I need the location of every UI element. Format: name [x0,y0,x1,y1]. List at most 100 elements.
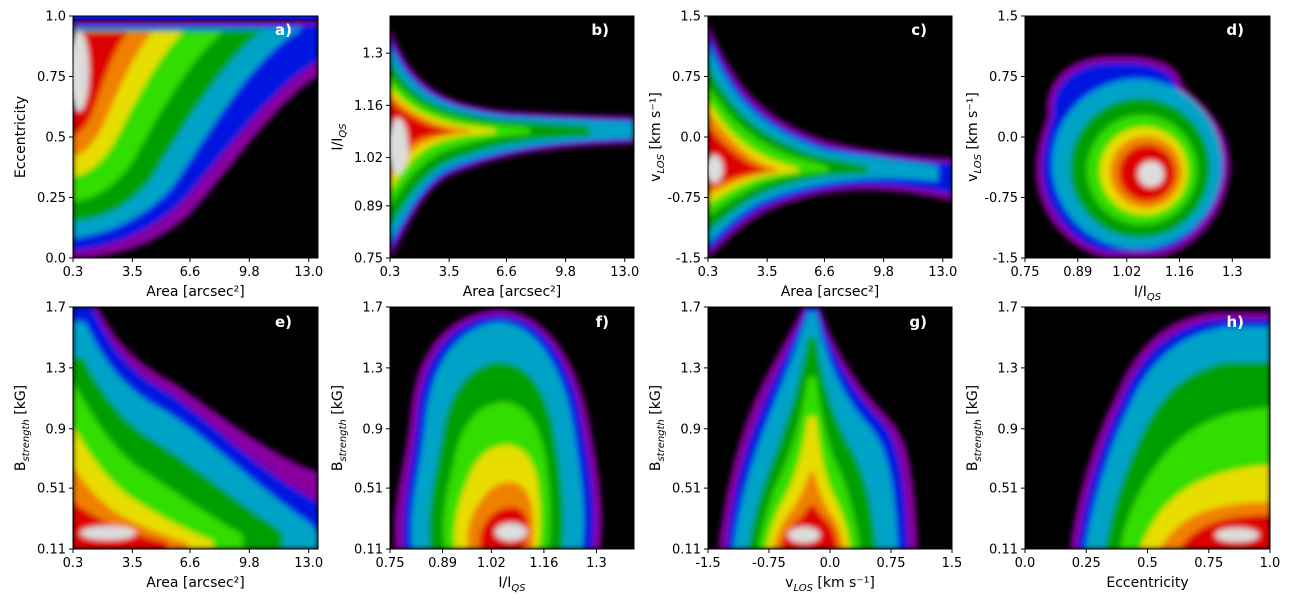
y-tick-label-h-3: 1.3 [997,361,1018,376]
y-tick-label-f-2: 0.9 [362,422,383,437]
panel-h: h) [1024,306,1271,550]
x-tick-label-h-3: 0.75 [1194,556,1223,571]
panel-g: g) [707,306,953,550]
x-tick-label-f-1: 0.89 [428,556,457,571]
y-tick-label-g-0: 0.11 [672,543,701,558]
x-tick-label-c-2: 6.6 [814,265,835,280]
y-tick-label-a-2: 0.5 [45,131,66,146]
panel-f: f) [389,306,635,550]
x-axis-label-h: Eccentricity [1106,575,1188,591]
y-tick-label-c-4: 1.5 [680,10,701,25]
x-tick-label-d-4: 1.3 [1222,265,1243,280]
x-tick-label-g-4: 1.5 [942,556,963,571]
y-tick-label-b-4: 1.3 [362,47,383,62]
y-tick-label-f-1: 0.51 [354,482,383,497]
y-tick-label-g-1: 0.51 [672,482,701,497]
y-tick-label-c-1: -0.75 [667,191,701,206]
y-tick-label-b-3: 1.16 [354,99,383,114]
y-axis-label-h: Bstrength [kG] [965,385,984,471]
panel-label-b: b) [591,21,609,39]
y-tick-label-d-1: -0.75 [984,191,1018,206]
y-tick-label-d-0: -1.5 [993,252,1018,267]
x-tick-label-a-0: 0.3 [63,265,84,280]
y-tick-label-f-3: 1.3 [362,361,383,376]
x-tick-label-e-1: 3.5 [122,556,143,571]
panel-label-e: e) [275,313,292,331]
panel-b: b) [389,15,635,259]
x-tick-label-b-4: 13.0 [610,265,639,280]
x-tick-label-h-2: 0.5 [1137,556,1158,571]
y-tick-label-a-4: 1.0 [45,10,66,25]
x-tick-label-b-1: 3.5 [439,265,460,280]
y-tick-label-d-2: 0.0 [997,131,1018,146]
y-axis-label-a: Eccentricity [13,96,29,178]
x-tick-label-h-0: 0.0 [1015,556,1036,571]
panel-c: c) [707,15,953,259]
x-tick-label-d-0: 0.75 [1011,265,1040,280]
panel-label-c: c) [911,21,927,39]
y-tick-label-e-1: 0.51 [37,482,66,497]
x-tick-label-d-1: 0.89 [1063,265,1092,280]
x-axis-label-b: Area [arcsec²] [463,284,562,300]
x-tick-label-e-4: 13.0 [294,556,323,571]
x-tick-label-c-0: 0.3 [698,265,719,280]
y-tick-label-d-3: 0.75 [989,70,1018,85]
x-tick-label-d-2: 1.02 [1112,265,1141,280]
y-tick-label-f-0: 0.11 [354,543,383,558]
x-tick-label-c-3: 9.8 [873,265,894,280]
x-tick-label-a-2: 6.6 [180,265,201,280]
x-tick-label-b-2: 6.6 [496,265,517,280]
x-tick-label-b-0: 0.3 [380,265,401,280]
axes-layer: 0.3 3.5 6.6 9.8 13.0 0.0 0.25 0.5 0.75 1.0 Area [a… [13,10,1280,595]
x-tick-label-f-2: 1.02 [477,556,506,571]
x-axis-label-c: Area [arcsec²] [781,284,880,300]
y-tick-label-c-3: 0.75 [672,70,701,85]
y-axis-label-f: Bstrength [kG] [330,385,349,471]
x-axis-label-g: vLOS [km s⁻¹] [785,575,875,594]
x-axis-label-a: Area [arcsec²] [146,284,245,300]
x-tick-label-a-3: 9.8 [239,265,260,280]
y-axis-label-g: Bstrength [kG] [648,385,667,471]
x-axis-label-d: I/IQS [1134,284,1162,303]
x-tick-label-f-0: 0.75 [376,556,405,571]
y-tick-label-h-0: 0.11 [989,543,1018,558]
x-tick-label-f-3: 1.16 [529,556,558,571]
panel-label-f: f) [596,313,609,331]
y-tick-label-g-4: 1.7 [680,301,701,316]
panel-label-g: g) [909,313,927,331]
x-tick-label-a-1: 3.5 [122,265,143,280]
x-tick-label-h-1: 0.25 [1072,556,1101,571]
y-tick-label-b-1: 0.89 [354,199,383,214]
x-tick-label-g-1: -0.75 [752,556,786,571]
panel-label-a: a) [275,21,292,39]
y-tick-label-b-2: 1.02 [354,151,383,166]
y-tick-label-h-4: 1.7 [997,301,1018,316]
y-axis-label-d: vLOS [km s⁻¹] [965,92,984,182]
panel-label-d: d) [1226,21,1244,39]
x-tick-label-g-3: 0.75 [877,556,906,571]
x-tick-label-e-2: 6.6 [180,556,201,571]
x-tick-label-c-4: 13.0 [928,265,957,280]
panel-e: e) [72,306,319,550]
x-tick-label-e-0: 0.3 [63,556,84,571]
y-tick-label-a-0: 0.0 [45,252,66,267]
x-tick-label-g-0: -1.5 [695,556,720,571]
y-tick-label-g-3: 1.3 [680,361,701,376]
y-tick-label-c-2: 0.0 [680,131,701,146]
y-tick-label-c-0: -1.5 [676,252,701,267]
y-tick-label-a-3: 0.75 [37,70,66,85]
x-tick-label-g-2: 0.0 [820,556,841,571]
y-tick-label-h-1: 0.51 [989,482,1018,497]
panel-d: d) [1024,15,1271,259]
x-tick-label-d-3: 1.16 [1165,265,1194,280]
y-tick-label-b-0: 0.75 [354,252,383,267]
x-tick-label-c-1: 3.5 [757,265,778,280]
x-tick-label-b-3: 9.8 [555,265,576,280]
y-tick-label-a-1: 0.25 [37,191,66,206]
y-axis-label-e: Bstrength [kG] [13,385,32,471]
x-tick-label-f-4: 1.3 [586,556,607,571]
y-axis-label-c: vLOS [km s⁻¹] [648,92,667,182]
y-tick-label-d-4: 1.5 [997,10,1018,25]
y-tick-label-e-0: 0.11 [37,543,66,558]
